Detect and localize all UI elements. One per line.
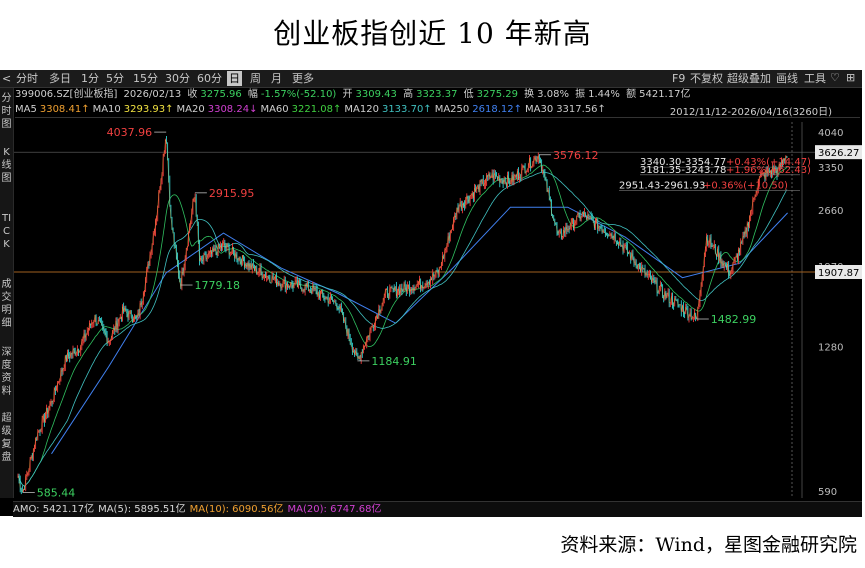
change-label: 幅 [247,89,258,100]
chart-panel: < 分时 多日 1分 5分 15分 30分 60分 日 周 月 更多 F9 不复… [0,70,862,517]
side-tabs: 分时图 K线图 TICK 成交明细 深度资料 超级复盘 [0,88,14,498]
annotation-label: 1184.91 [371,355,417,368]
side-tab-tick[interactable]: TICK [1,213,12,250]
volume-legend: AMO: 5421.17亿 MA(5): 5895.51亿 MA(10): 6090… [13,501,862,517]
annotation-label: 1482.99 [711,313,757,326]
y-tick-label: 1280 [818,342,843,353]
ma120-line [17,171,788,487]
grid-icon[interactable]: ⊞ [846,71,856,84]
low-label: 低 [463,89,474,100]
ma-value-ma250: 2618.12↑ [472,104,522,115]
ma-value-ma60: 3221.08↑ [291,104,342,115]
volume-legend-item: MA(20): 6747.68亿 [287,504,382,515]
side-tab-depth[interactable]: 深度资料 [1,347,12,397]
annotation-label: 1779.18 [195,279,241,292]
annotation-label: 3576.12 [553,149,599,162]
turnover-label: 换 [524,89,535,100]
y-tick-label: 590 [818,487,837,498]
range-annotation-pct: +0.43%(+14.47) [726,157,811,168]
range-annotation-label: 3340.30-3354.77 [640,157,726,168]
chart-caption: 创业板指创近 10 年新高 [273,17,592,50]
kline-chart[interactable]: 590128019702660335040401907.873626.27585… [0,70,862,516]
ma-label-ma60: MA60 [260,104,289,115]
period-tab-1min[interactable]: 1分 [81,72,99,85]
quote-header: 399006.SZ[创业板指] 2026/02/13 收 3275.96 幅 -1.… [15,88,693,102]
volume-legend-item: MA(5): 5895.51亿 [98,504,186,515]
y-tick-label: 2660 [818,206,843,217]
ma-value-ma30: 3317.56↑ [556,104,606,115]
ma-label-ma5: MA5 [15,104,37,115]
no-adjust-button[interactable]: 不复权 [690,72,723,85]
ma-label-ma120: MA120 [344,104,379,115]
super-overlay-button[interactable]: 超级叠加 [727,72,771,85]
range-annotation-pct: +0.36%(+10.50) [703,180,788,191]
turnover-value: 3.08% [537,89,569,100]
period-tab-60min[interactable]: 60分 [197,72,222,85]
ma-value-ma10: 3293.93↑ [123,104,174,115]
tools-button[interactable]: 工具 [804,72,826,85]
range-annotation-label: 2951.43-2961.93 [619,180,705,191]
index-code: 399006.SZ[创业板指] [15,89,118,100]
source-note: 资料来源：Wind，星图金融研究院 [560,534,857,556]
ma5-line [17,139,788,493]
amplitude-value: 1.44% [588,89,620,100]
annotation-label: 585.44 [37,486,75,499]
current-price-label: 3626.27 [818,148,859,159]
current-price-box [815,145,862,160]
annotation-label: 2915.95 [209,187,255,200]
close-value: 3275.96 [200,89,242,100]
ma-value-ma5: 3308.41↑ [39,104,90,115]
ma250-line [51,206,788,455]
draw-line-button[interactable]: 画线 [776,72,798,85]
ma-label-ma30: MA30 [524,104,554,115]
period-tab-more[interactable]: 更多 [292,72,314,85]
crosshair-label-box [815,264,862,279]
low-value: 3275.29 [476,89,518,100]
amount-label: 额 [626,89,637,100]
ma60-line [17,164,788,487]
crosshair-label: 1907.87 [818,268,859,279]
period-tab-daily[interactable]: 日 [227,71,242,86]
period-tab-monthly[interactable]: 月 [271,72,282,85]
ma-label-ma250: MA250 [434,104,470,115]
date-range: 2012/11/12-2026/04/16(3260日) [669,107,832,118]
high-value: 3323.37 [416,89,458,100]
change-value: -1.57%(-52.10) [260,89,337,100]
ma-label-ma10: MA10 [92,104,121,115]
period-tab-5min[interactable]: 5分 [106,72,124,85]
volume-legend-item: AMO: 5421.17亿 [13,504,95,515]
period-tab-weekly[interactable]: 周 [250,72,261,85]
f9-button[interactable]: F9 [672,72,686,85]
ma-value-ma20: 3308.24↓ [207,104,258,115]
open-label: 开 [342,89,353,100]
toolbar: < 分时 多日 1分 5分 15分 30分 60分 日 周 月 更多 F9 不复… [0,70,862,88]
y-tick-label: 3350 [818,163,843,174]
period-tab-30min[interactable]: 30分 [165,72,190,85]
range-annotation-label: 3181.35-3243.78 [640,165,726,176]
high-label: 高 [403,89,414,100]
period-tab-intraday[interactable]: 分时 [16,72,38,85]
volume-legend-item: MA(10): 6090.56亿 [189,504,284,515]
side-tab-replay[interactable]: 超级复盘 [1,413,12,463]
annotation-label: 4037.96 [107,126,153,139]
ma-value-ma120: 3133.70↑ [381,104,432,115]
period-tab-15min[interactable]: 15分 [133,72,158,85]
range-annotation-pct: +1.96%(+62.43) [726,165,811,176]
back-arrow-icon[interactable]: < [2,72,12,85]
side-tab-intraday[interactable]: 分时图 [1,93,12,130]
quote-date: 2026/02/13 [123,89,182,100]
ma-label-ma20: MA20 [176,104,205,115]
amount-value: 5421.17亿 [639,89,691,100]
period-tab-multiday[interactable]: 多日 [49,72,71,85]
side-tab-kline[interactable]: K线图 [1,147,12,184]
heart-icon[interactable]: ♡ [830,71,840,84]
y-tick-label: 4040 [818,128,843,139]
side-tab-trades[interactable]: 成交明细 [1,279,12,329]
open-value: 3309.43 [355,89,397,100]
amplitude-label: 振 [575,89,586,100]
close-label: 收 [187,89,198,100]
ma-legend: MA5 3308.41↑ MA10 3293.93↑ MA20 3308.24↓ MA60 3… [15,103,860,118]
